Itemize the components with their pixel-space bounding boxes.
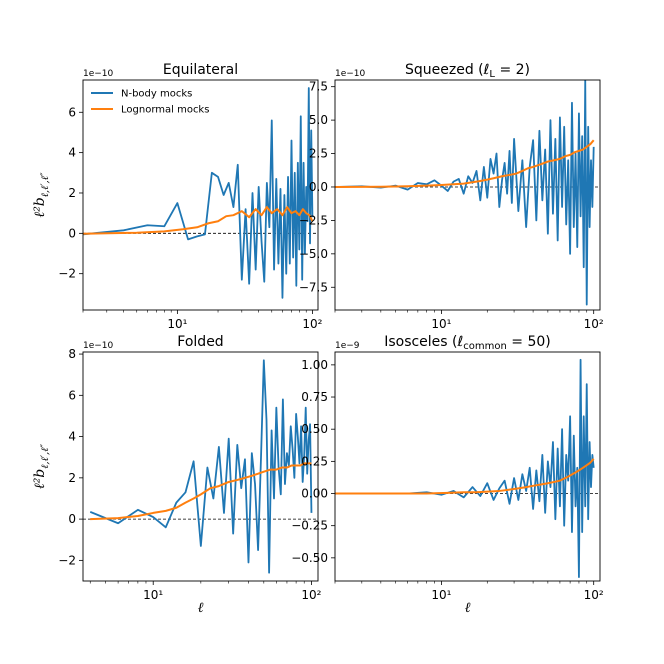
legend: N-body mocks Lognormal mocks: [91, 89, 209, 116]
xtick-label: 10²: [584, 588, 604, 602]
ytick-label: 0.0: [309, 180, 328, 194]
xtick-label: 10¹: [143, 588, 163, 602]
ytick-label: 2: [68, 471, 76, 485]
ytick-label: 0.50: [301, 422, 328, 436]
series-line-nbody: [335, 358, 595, 579]
xtick-label: 10¹: [167, 317, 187, 331]
offset-multiplier: 1e−10: [83, 69, 114, 79]
y-axis-label: ℓ²bℓ,ℓ′,ℓ″: [32, 444, 51, 490]
ytick-label: 0.25: [301, 454, 328, 468]
series-line-nbody: [89, 359, 313, 574]
xtick-label: 10²: [301, 588, 321, 602]
ytick-label: 6: [68, 388, 76, 402]
axes-frame: [334, 79, 601, 311]
ytick-label: 0: [68, 226, 76, 240]
data-lines: [89, 359, 313, 574]
x-axis-label: ℓ: [198, 600, 204, 616]
offset-multiplier: 1e−9: [335, 341, 360, 351]
ytick-label: 1.00: [301, 358, 328, 372]
ytick-label: −2.5: [299, 213, 328, 227]
y-axis-label: ℓ²bℓ,ℓ′,ℓ″: [32, 172, 51, 218]
ytick-label: 4: [68, 146, 76, 160]
subplot-title: Folded: [177, 334, 223, 350]
ytick-label: 4: [68, 430, 76, 444]
xtick-label: 10¹: [431, 588, 451, 602]
axes-frame: [82, 79, 319, 311]
series-line-lognormal: [83, 206, 314, 235]
subplot-title: Squeezed (ℓL = 2): [405, 62, 530, 80]
ytick-label: −0.50: [291, 551, 328, 565]
series-line-lognormal: [335, 458, 595, 495]
offset-multiplier: 1e−10: [335, 69, 366, 79]
ytick-label: −2: [58, 553, 76, 567]
ytick-label: 8: [68, 347, 76, 361]
series-line-nbody: [335, 80, 595, 306]
ytick-label: 0.00: [301, 487, 328, 501]
ytick-label: 0: [68, 512, 76, 526]
series-line-lognormal: [335, 139, 595, 188]
ytick-label: −2: [58, 267, 76, 281]
ytick-label: 6: [68, 105, 76, 119]
axes-frame: [82, 351, 319, 582]
ytick-label: 2: [68, 186, 76, 200]
subplot-1: −2 0 2 4 6 10¹ 10² 1e−10 Equilateral N-body mocks…: [58, 62, 322, 331]
series-line-nbody: [83, 87, 314, 299]
legend-entry: Lognormal mocks: [121, 105, 209, 116]
data-lines: [83, 87, 314, 299]
ytick-label: 5.0: [309, 113, 328, 127]
subplot-4: −0.50 −0.25 0.00 0.25 0.50 0.75 1.00 10¹ 10² 1e−9…: [291, 334, 604, 602]
data-lines: [335, 80, 595, 306]
ytick-label: −7.5: [299, 280, 328, 294]
ytick-label: 7.5: [309, 80, 328, 94]
x-axis-label: ℓ: [465, 600, 471, 616]
offset-multiplier: 1e−10: [83, 341, 114, 351]
xtick-label: 10²: [584, 317, 604, 331]
ytick-label: −5.0: [299, 247, 328, 261]
subplot-title: Equilateral: [163, 62, 238, 78]
ytick-label: 0.75: [301, 390, 328, 404]
data-lines: [335, 358, 595, 579]
axes-frame: [334, 351, 601, 582]
series-line-lognormal: [90, 462, 312, 521]
xtick-label: 10²: [302, 317, 322, 331]
ytick-label: −0.25: [291, 519, 328, 533]
ytick-label: 2.5: [309, 147, 328, 161]
subplot-3: −2 0 2 4 6 8 10¹ 10² 1e−10 Folded: [58, 334, 321, 602]
subplot-title: Isosceles (ℓcommon = 50): [384, 334, 551, 352]
legend-entry: N-body mocks: [121, 89, 192, 100]
xtick-label: 10¹: [431, 317, 451, 331]
subplot-2: −7.5 −5.0 −2.5 0.0 2.5 5.0 7.5 10¹ 10² 1e−10 Squee…: [299, 62, 604, 331]
